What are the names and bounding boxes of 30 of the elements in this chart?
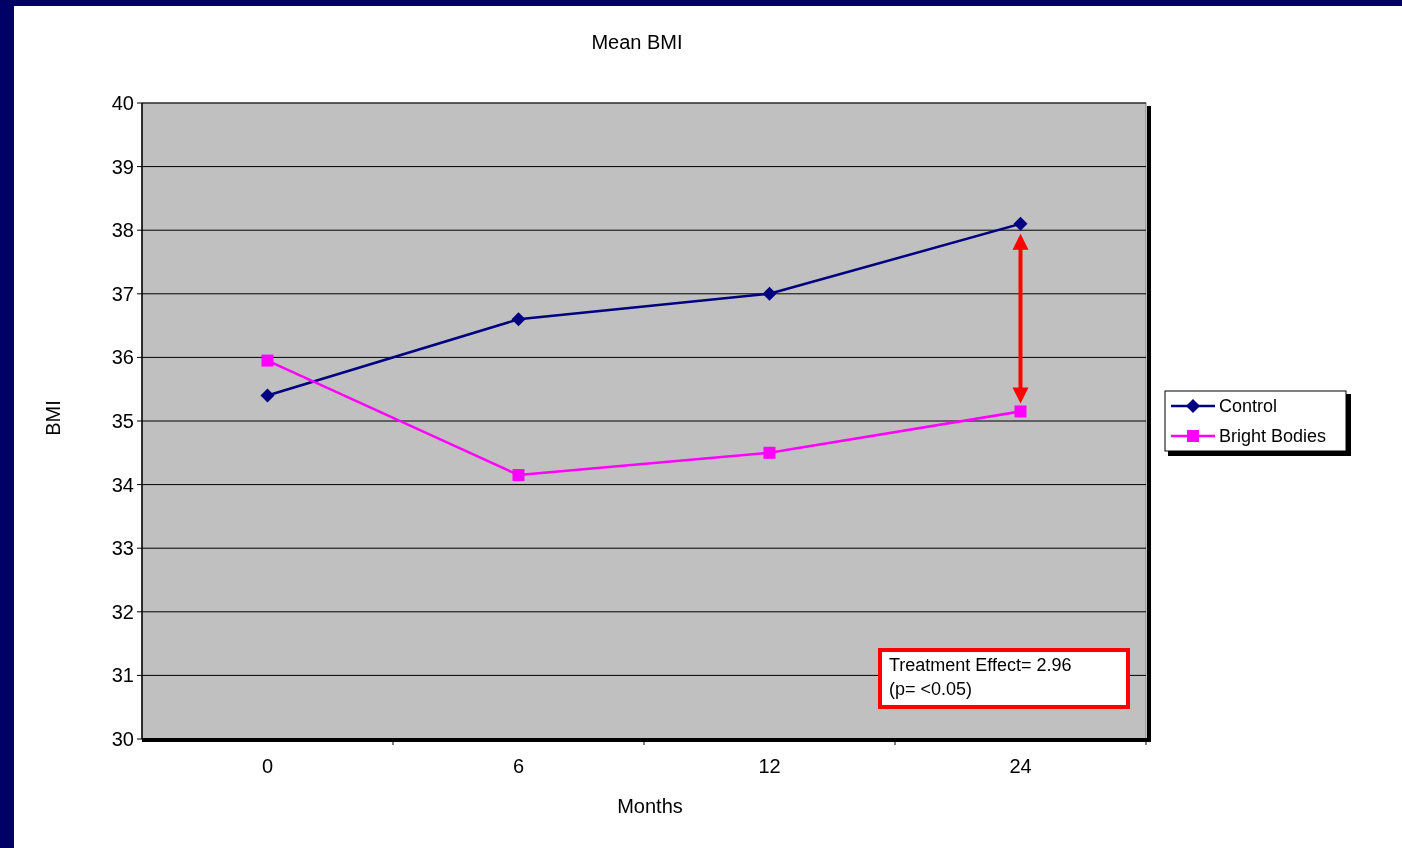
y-tick-label: 30 — [111, 728, 134, 750]
point — [763, 446, 776, 459]
point — [512, 469, 525, 482]
point — [261, 354, 274, 367]
x-tick-label: 24 — [1009, 755, 1032, 777]
y-axis-title: BMI — [42, 400, 64, 436]
point — [1013, 216, 1028, 231]
legend-label: Control — [1219, 396, 1278, 417]
y-tick-label: 35 — [111, 410, 134, 432]
x-axis-title: Months — [617, 795, 683, 817]
y-tick-label: 34 — [111, 473, 134, 496]
x-tick-label: 6 — [512, 755, 525, 777]
chart-title: Mean BMI — [591, 31, 683, 53]
y-tick-label: 36 — [111, 346, 134, 369]
annotation: (p= <0.05) — [889, 679, 973, 699]
annotation: Treatment Effect= 2.96 — [889, 655, 1072, 675]
point — [762, 286, 777, 301]
x-tick-label: 12 — [758, 755, 781, 777]
y-tick-label: 39 — [111, 155, 134, 178]
y-tick-label: 33 — [111, 537, 134, 560]
point — [260, 388, 275, 403]
point — [1014, 405, 1027, 418]
y-tick-label: 31 — [111, 664, 134, 687]
y-tick-label: 37 — [111, 282, 134, 305]
x-tick-label: 0 — [261, 755, 274, 777]
legend-label: Bright Bodies — [1219, 426, 1327, 447]
point — [511, 312, 526, 327]
y-tick-label: 32 — [111, 600, 134, 623]
y-tick-label: 40 — [111, 92, 134, 114]
y-tick-label: 38 — [111, 219, 134, 242]
